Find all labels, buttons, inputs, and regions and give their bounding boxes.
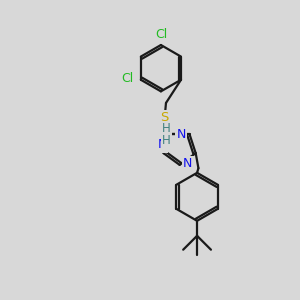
Text: H: H — [162, 134, 171, 147]
Text: Cl: Cl — [121, 72, 133, 85]
Text: N: N — [177, 128, 186, 141]
Text: S: S — [160, 112, 169, 124]
Text: N: N — [158, 139, 167, 152]
Text: Cl: Cl — [155, 28, 167, 41]
Text: H: H — [162, 122, 171, 135]
Text: N: N — [183, 157, 193, 170]
